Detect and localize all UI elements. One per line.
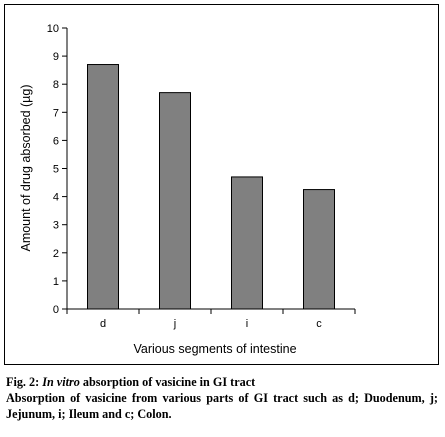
bar-c xyxy=(303,189,335,310)
y-tick-label: 5 xyxy=(53,164,59,176)
y-tick-label: 2 xyxy=(53,248,59,260)
x-tick-label: i xyxy=(246,318,248,330)
bar-i xyxy=(231,176,263,310)
y-tick-label: 9 xyxy=(53,51,59,63)
figure-caption: Fig. 2: In vitro absorption of vasicine … xyxy=(6,374,438,422)
x-tick-label: j xyxy=(173,318,176,330)
x-tick-label: c xyxy=(316,318,322,330)
bars xyxy=(87,64,335,310)
caption-title-rest: absorption of vasicine in GI tract xyxy=(82,375,256,389)
y-tick-label: 1 xyxy=(53,276,59,288)
bar-j xyxy=(159,92,191,310)
x-tick-label: d xyxy=(100,318,106,330)
y-tick-label: 8 xyxy=(53,79,59,91)
caption-title: Fig. 2: In vitro absorption of vasicine … xyxy=(6,374,438,390)
y-tick-label: 6 xyxy=(53,135,59,147)
y-tick-label: 10 xyxy=(47,23,59,35)
bar-d xyxy=(87,64,119,310)
y-tick-label: 0 xyxy=(53,304,59,316)
chart-frame xyxy=(4,4,439,365)
y-tick-label: 3 xyxy=(53,220,59,232)
caption-italic: In vitro xyxy=(42,375,80,389)
y-ticks: 0 1 2 3 4 5 6 7 8 9 10 xyxy=(47,23,67,316)
x-axis-label: Various segments of intestine xyxy=(133,342,296,356)
caption-fig-label: Fig. 2: xyxy=(6,375,40,389)
y-tick-label: 4 xyxy=(53,192,59,204)
caption-description: Absorption of vasicine from various part… xyxy=(6,391,438,421)
bar-chart: 0 1 2 3 4 5 6 7 8 9 10 d j i c Amount of drug absorbe… xyxy=(19,23,356,356)
y-axis-label: Amount of drug absorbed (µg) xyxy=(19,84,33,251)
y-tick-label: 7 xyxy=(53,107,59,119)
